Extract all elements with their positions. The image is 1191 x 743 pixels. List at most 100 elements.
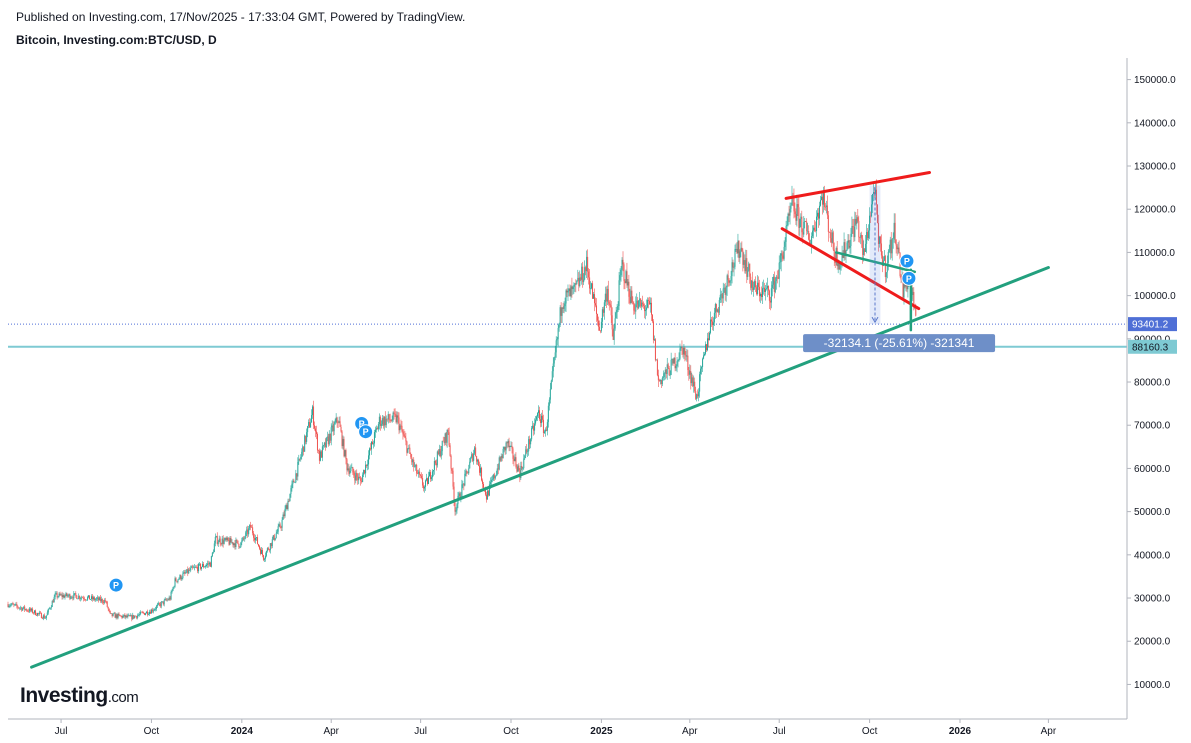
candle-body <box>307 426 309 433</box>
candle-body <box>814 227 816 231</box>
candle-body <box>741 247 743 251</box>
candle-body <box>328 433 330 445</box>
candle-body <box>589 277 591 289</box>
candle-body <box>874 189 876 194</box>
candle-body <box>17 606 19 608</box>
candle-body <box>606 288 608 302</box>
candle-body <box>47 608 49 613</box>
candle-body <box>9 605 11 607</box>
candle-body <box>525 449 527 456</box>
candle-body <box>355 472 357 481</box>
candle-body <box>89 595 91 600</box>
candle-body <box>427 476 429 484</box>
candle-body <box>231 542 233 543</box>
candle-body <box>886 262 888 273</box>
candle-body <box>699 374 701 392</box>
candle-body <box>406 441 408 453</box>
candle-body <box>861 234 863 239</box>
candle-body <box>598 326 600 331</box>
candle-body <box>780 253 782 263</box>
candle-body <box>666 364 668 374</box>
candle-body <box>655 359 657 361</box>
candle-body <box>293 480 295 483</box>
candle-body <box>26 609 28 611</box>
candle-body <box>124 614 126 618</box>
candle-body <box>474 447 476 454</box>
candle-body <box>625 271 627 284</box>
candle-body <box>504 446 506 451</box>
candle-body <box>24 606 26 610</box>
candle-body <box>241 540 243 543</box>
candle-body <box>687 355 689 371</box>
candle-body <box>808 231 810 240</box>
candle-body <box>372 443 374 445</box>
candle-body <box>868 230 870 239</box>
candle-body <box>290 488 292 495</box>
candle-body <box>877 222 879 244</box>
candle-body <box>714 303 716 313</box>
candle-body <box>247 529 249 535</box>
candle-body <box>850 233 852 247</box>
candle-body <box>235 539 237 548</box>
candle-body <box>203 564 205 568</box>
candle-body <box>551 371 553 381</box>
candle-body <box>559 307 561 324</box>
candle-body <box>347 468 349 471</box>
candle-body <box>652 321 654 341</box>
candle-body <box>783 246 785 259</box>
candle-body <box>15 604 17 605</box>
candle-body <box>431 471 433 478</box>
candle-body <box>196 567 198 568</box>
candle-body <box>733 266 735 268</box>
candle-body <box>227 537 229 541</box>
candle-body <box>316 434 318 451</box>
candle-body <box>802 232 804 235</box>
candle-body <box>86 599 88 601</box>
candle-body <box>700 368 702 375</box>
candle-body <box>371 441 373 450</box>
candle-body <box>774 281 776 292</box>
candle-body <box>45 615 47 619</box>
candle-body <box>50 606 52 609</box>
candle-body <box>818 212 820 219</box>
candle-body <box>913 291 915 308</box>
pivot-marker <box>899 253 915 269</box>
candle-body <box>244 537 246 539</box>
candle-body <box>255 537 257 541</box>
candle-body <box>735 248 737 250</box>
candle-body <box>453 486 455 503</box>
candle-body <box>172 587 174 591</box>
candle-body <box>171 590 173 592</box>
candle-body <box>207 563 209 565</box>
candle-body <box>44 618 46 619</box>
candle-body <box>451 468 453 471</box>
candle-body <box>291 483 293 489</box>
candle-body <box>122 616 124 618</box>
y-tick-label: 130000.0 <box>1134 162 1176 173</box>
candle-body <box>354 475 356 481</box>
candle-body <box>72 597 74 599</box>
candle-body <box>209 562 211 567</box>
candle-body <box>223 540 225 544</box>
candle-body <box>109 610 111 614</box>
candle-body <box>586 256 588 272</box>
candle-body <box>282 514 284 520</box>
candle-body <box>534 423 536 431</box>
candle-body <box>147 614 149 615</box>
candle-body <box>563 306 565 309</box>
candle-body <box>30 608 32 611</box>
candle-body <box>637 300 639 309</box>
candle-body <box>860 234 862 238</box>
candle-body <box>521 465 523 469</box>
x-tick-label: Apr <box>1041 726 1057 737</box>
candle-body <box>266 548 268 552</box>
candle-body <box>833 249 835 258</box>
candle-body <box>137 615 139 618</box>
candle-body <box>869 215 871 231</box>
candle-body <box>410 453 412 458</box>
candle-body <box>356 472 358 477</box>
candle-body <box>566 290 568 293</box>
candle-body <box>689 371 691 375</box>
candle-body <box>607 288 609 302</box>
